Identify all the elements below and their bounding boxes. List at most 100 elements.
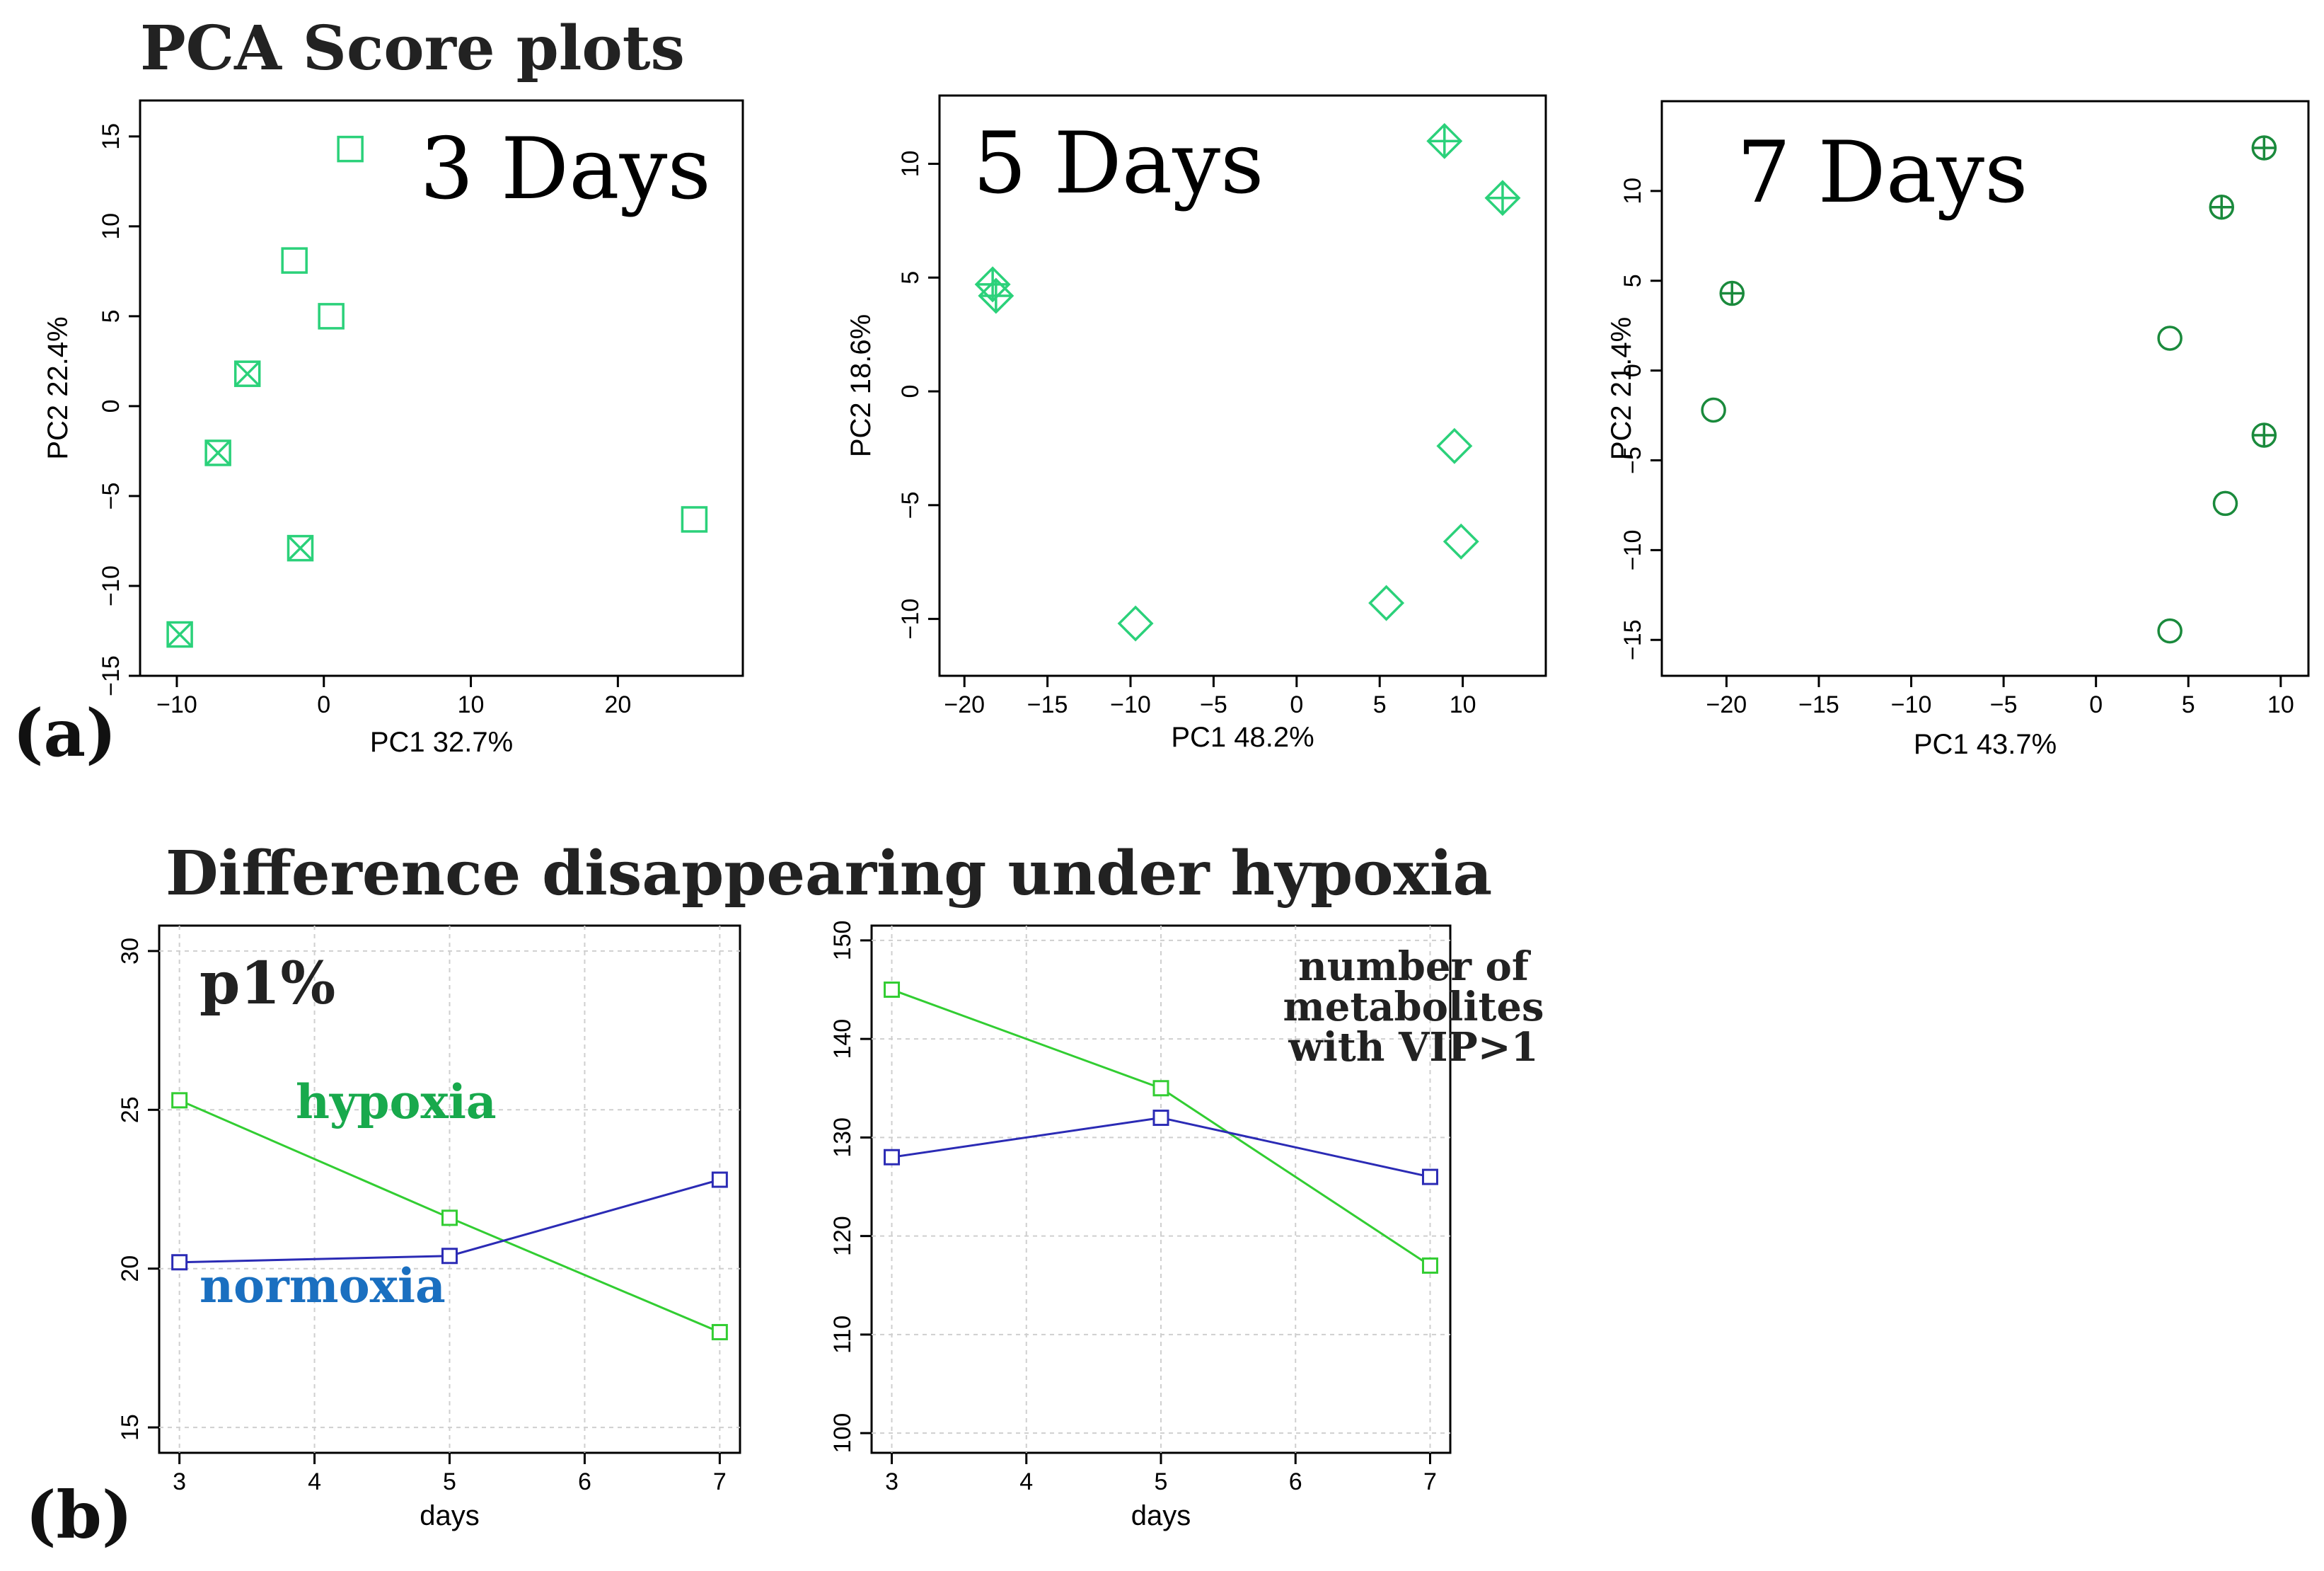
chart-title-line-3: with VIP>1: [1288, 1024, 1538, 1071]
series-point-normoxia: [1152, 1110, 1169, 1127]
chart-title: p1%: [200, 950, 335, 1018]
chart-title: 7 Days: [1737, 124, 2028, 222]
chart-title-line-2: metabolites: [1283, 984, 1544, 1030]
x-tick-label: −10: [1891, 691, 1932, 718]
series-point-hypoxia: [884, 982, 901, 999]
data-point: [1436, 427, 1473, 464]
y-tick-label: −15: [98, 655, 125, 696]
marker-square: [204, 439, 231, 466]
marker-cross: [166, 621, 193, 648]
data-point: [318, 303, 345, 330]
chart-pca7: −20 −15 −10 −5 0 5 10 −15 −10 −5 0 5 10 PC1 43.7% PC2 …: [1606, 100, 2310, 760]
section-title-pca: PCA Score plots: [140, 13, 685, 84]
marker-circle: [2157, 326, 2183, 351]
x-axis-label: days: [1131, 1500, 1191, 1531]
data-point: [2251, 422, 2277, 448]
marker-circle: [2212, 490, 2238, 517]
y-tick-label: 30: [117, 938, 144, 965]
chart-title-line-1: number of: [1298, 943, 1532, 990]
y-tick-label: −5: [98, 483, 125, 510]
marker-circle: [2157, 618, 2183, 644]
data-point: [204, 439, 231, 466]
data-point: [2209, 194, 2235, 220]
chart-vip: 3 4 5 6 7 100 110 120 130 140 150 days number ofmeta…: [829, 921, 1544, 1531]
x-tick-label: 4: [308, 1468, 321, 1495]
data-point: [681, 506, 708, 533]
chart-title: 5 Days: [973, 115, 1264, 213]
marker-diamond: [1117, 605, 1154, 642]
y-tick-label: 120: [829, 1216, 856, 1256]
series-point-hypoxia: [711, 1323, 728, 1340]
x-tick-label: −5: [1990, 691, 2018, 718]
data-point: [1701, 397, 1726, 423]
x-tick-label: 5: [2182, 691, 2195, 718]
chart-pca5: −20 −15 −10 −5 0 5 10 −10 −5 0 5 10 PC1 48.2% PC2 18.…: [845, 94, 1547, 753]
x-tick-label: 5: [443, 1468, 456, 1495]
x-tick-label: 0: [1290, 691, 1303, 718]
marker-square: [281, 247, 308, 274]
marker-cross: [287, 535, 313, 561]
y-tick-label: 15: [117, 1414, 144, 1441]
data-point: [2157, 326, 2183, 351]
series-point-normoxia: [711, 1171, 728, 1188]
panel-letter-b: (b): [25, 1477, 133, 1553]
data-point: [1117, 605, 1154, 642]
chart-title: 3 Days: [420, 120, 711, 219]
y-axis-label: PC2 18.6%: [845, 314, 877, 457]
x-tick-label: 20: [604, 691, 631, 718]
x-axis-label: PC1 43.7%: [1914, 729, 2057, 760]
series-point-normoxia: [171, 1254, 188, 1271]
marker-diamond: [1436, 427, 1473, 464]
x-tick-label: 6: [1289, 1468, 1302, 1495]
y-tick-label: 130: [829, 1117, 856, 1158]
y-tick-label: −10: [98, 565, 125, 606]
data-point: [2212, 490, 2238, 517]
marker-square: [337, 135, 364, 163]
y-tick-label: 150: [829, 921, 856, 961]
series-point-hypoxia: [1421, 1257, 1438, 1274]
y-axis-label: PC2 21.4%: [1606, 317, 1637, 460]
y-tick-label: 100: [829, 1413, 856, 1454]
y-tick-label: 0: [1619, 364, 1646, 377]
x-tick-label: 7: [1423, 1468, 1437, 1495]
x-tick-label: −20: [944, 691, 985, 718]
data-point: [233, 360, 261, 387]
data-point: [1484, 180, 1521, 217]
y-tick-label: 10: [897, 151, 924, 178]
marker-diamond: [1368, 585, 1405, 621]
x-tick-label: −10: [156, 691, 197, 718]
x-tick-label: −20: [1706, 691, 1747, 718]
y-tick-label: 15: [98, 123, 125, 150]
y-tick-label: 140: [829, 1019, 856, 1059]
data-point: [978, 277, 1014, 314]
x-tick-label: −15: [1027, 691, 1068, 718]
series-point-hypoxia: [1152, 1080, 1169, 1097]
x-axis-label: PC1 48.2%: [1171, 722, 1314, 753]
y-tick-label: −5: [1619, 447, 1646, 474]
series-point-hypoxia: [171, 1092, 188, 1109]
marker-square: [166, 621, 193, 648]
y-tick-label: 5: [1619, 274, 1646, 287]
y-tick-label: −10: [897, 599, 924, 640]
series-point-normoxia: [441, 1248, 458, 1265]
y-tick-label: 25: [117, 1096, 144, 1123]
y-tick-label: 20: [117, 1255, 144, 1282]
y-tick-label: −5: [897, 491, 924, 519]
data-point: [287, 534, 314, 562]
plot-frame: [139, 99, 744, 677]
x-tick-label: 5: [1373, 691, 1387, 718]
x-tick-label: −10: [1110, 691, 1151, 718]
marker-cross: [234, 360, 260, 387]
annotation-normoxia: normoxia: [200, 1258, 446, 1313]
marker-square: [233, 360, 261, 387]
section-title-difference: Difference disappearing under hypoxia: [166, 838, 1493, 909]
data-point: [1443, 523, 1479, 560]
x-tick-label: 6: [578, 1468, 591, 1495]
x-tick-label: 5: [1155, 1468, 1168, 1495]
marker-square: [681, 506, 708, 533]
y-tick-label: −15: [1619, 619, 1646, 660]
marker-circle: [1701, 397, 1726, 423]
data-point: [2157, 618, 2183, 644]
data-point: [281, 247, 308, 274]
